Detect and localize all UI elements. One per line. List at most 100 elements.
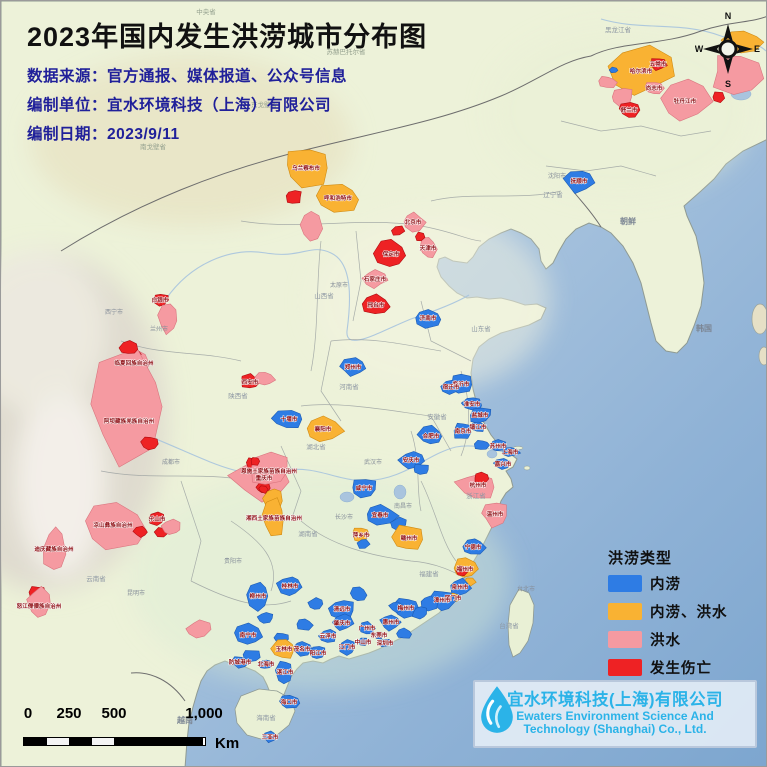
flood-city-label: 云浮市 xyxy=(320,632,337,640)
flood-city-label: 怒江傈僳族自治州 xyxy=(17,602,62,610)
flood-city-region xyxy=(185,619,212,639)
flood-city-label: 泉州市 xyxy=(451,583,469,591)
legend-label: 内涝、洪水 xyxy=(650,605,728,621)
flood-city-label: 湘西土家族苗族自治州 xyxy=(246,514,302,522)
water-drop-logo-icon xyxy=(481,686,513,733)
flood-city-label: 萍乡市 xyxy=(353,531,370,539)
legend-item: 内涝 xyxy=(608,575,728,593)
flood-city-label: 盐城市 xyxy=(472,411,489,419)
flood-city-region xyxy=(279,694,301,709)
company-name-en-1: Ewaters Environment Science And xyxy=(516,708,714,723)
flood-city-label: 桂林市 xyxy=(281,582,299,590)
flood-city-label: 咸宁市 xyxy=(356,484,373,492)
taiwan-island xyxy=(507,588,535,658)
basemap-label: 台北市 xyxy=(517,585,535,593)
basemap-label: 台湾省 xyxy=(499,621,519,630)
flood-city-label: 乌兰察布市 xyxy=(292,164,320,172)
flood-city-region xyxy=(455,565,469,577)
flood-city-label: 防城港市 xyxy=(229,658,252,666)
flood-city-region xyxy=(357,637,369,646)
scale-bar-segments xyxy=(23,737,206,746)
flood-city-region xyxy=(140,436,159,451)
flood-city-label: 尚志市 xyxy=(646,84,663,92)
flood-city-label: 凉山彝族自治州 xyxy=(93,521,133,529)
flood-city-region xyxy=(490,439,507,452)
flood-city-label: 牡丹江市 xyxy=(674,97,697,105)
basemap-label: 云南省 xyxy=(86,574,106,583)
flood-city-label: 厦门市 xyxy=(445,594,462,602)
flood-city-region xyxy=(462,538,487,555)
basemap-label: 湖北省 xyxy=(306,442,326,451)
flood-city-region xyxy=(241,373,260,389)
flood-city-label: 北海市 xyxy=(258,660,275,668)
flood-city-region xyxy=(415,309,442,329)
basemap-label: 苏赫巴托尔省 xyxy=(327,47,367,56)
compass-e-label: E xyxy=(754,44,760,54)
company-name-cn: 宜水环境科技(上海)有限公司 xyxy=(507,690,723,709)
flood-city-region xyxy=(492,458,511,470)
flood-city-label: 济南市 xyxy=(420,314,437,322)
flood-city-label: 恩施土家族苗族自治州 xyxy=(241,467,297,475)
flood-city-region xyxy=(274,660,292,685)
legend-title: 洪涝类型 xyxy=(608,550,673,567)
flood-city-region xyxy=(419,237,438,259)
flood-city-region xyxy=(258,485,269,494)
date-line: 编制日期：2023/9/11 xyxy=(27,126,180,143)
flood-city-region xyxy=(378,638,393,648)
compass-rose-icon: N S W E xyxy=(695,11,760,89)
flood-city-region xyxy=(352,479,377,499)
basemap-label: 湖南省 xyxy=(298,529,318,538)
flood-city-region xyxy=(372,238,407,267)
flood-city-label: 嘉兴市 xyxy=(494,460,512,468)
basemap-label: 昆明市 xyxy=(127,589,145,597)
flood-city-region xyxy=(242,650,261,662)
flood-city-label: 温州市 xyxy=(487,510,504,518)
flood-city-region xyxy=(251,451,288,485)
basemap-label: 沈阳市 xyxy=(548,172,566,180)
flood-city-region xyxy=(474,471,490,485)
flood-city-label: 梅州市 xyxy=(398,604,415,612)
flood-city-label: 柳州市 xyxy=(250,592,267,600)
flood-city-region xyxy=(356,539,371,549)
flood-city-region xyxy=(339,639,355,656)
flood-city-region xyxy=(608,66,619,74)
flood-city-label: 抚顺市 xyxy=(571,177,588,185)
flood-city-region xyxy=(258,659,273,669)
flood-city-region xyxy=(403,211,427,233)
basemap-label: 浙江省 xyxy=(466,491,486,500)
legend-label: 洪水 xyxy=(650,633,681,649)
flood-city-region xyxy=(296,618,314,631)
flood-regions-layer xyxy=(26,30,765,744)
flood-city-region xyxy=(250,457,261,466)
flood-city-label: 安庆市 xyxy=(403,456,420,464)
agency-line: 编制单位：宜水环境科技（上海）有限公司 xyxy=(27,97,332,114)
flood-city-label: 西安市 xyxy=(242,378,259,386)
flood-city-region xyxy=(299,210,324,242)
legend-item: 内涝、洪水 xyxy=(608,603,728,621)
flood-city-region xyxy=(366,503,400,526)
flood-city-region xyxy=(349,586,368,602)
title-block: 2023年国内发生洪涝城市分布图 数据来源：官方通报、媒体报道、公众号信息 编制… xyxy=(27,15,427,151)
flood-city-label: 赣州市 xyxy=(401,534,418,542)
flood-city-region xyxy=(598,75,618,88)
flood-city-label: 临沂市 xyxy=(453,380,470,388)
basemap-label: 兰州市 xyxy=(150,325,168,333)
flood-city-region xyxy=(230,656,251,669)
flood-city-region xyxy=(275,576,303,597)
flood-city-region xyxy=(307,597,324,610)
flood-city-label: 天津市 xyxy=(420,244,437,252)
flood-city-region xyxy=(391,524,423,550)
basemap-label: 山东省 xyxy=(471,324,491,333)
flood-city-region xyxy=(660,78,714,122)
basemap-label: 太原市 xyxy=(330,281,348,289)
basemap-label: 越南 xyxy=(176,715,193,725)
japan-island xyxy=(751,303,766,335)
flood-city-region xyxy=(339,357,367,377)
flood-city-region xyxy=(246,581,269,612)
compass-n-label: N xyxy=(725,11,732,21)
basemap-label: 南戈壁省 xyxy=(140,142,167,151)
flood-city-label: 石家庄市 xyxy=(363,275,387,283)
flood-city-region xyxy=(473,439,491,450)
